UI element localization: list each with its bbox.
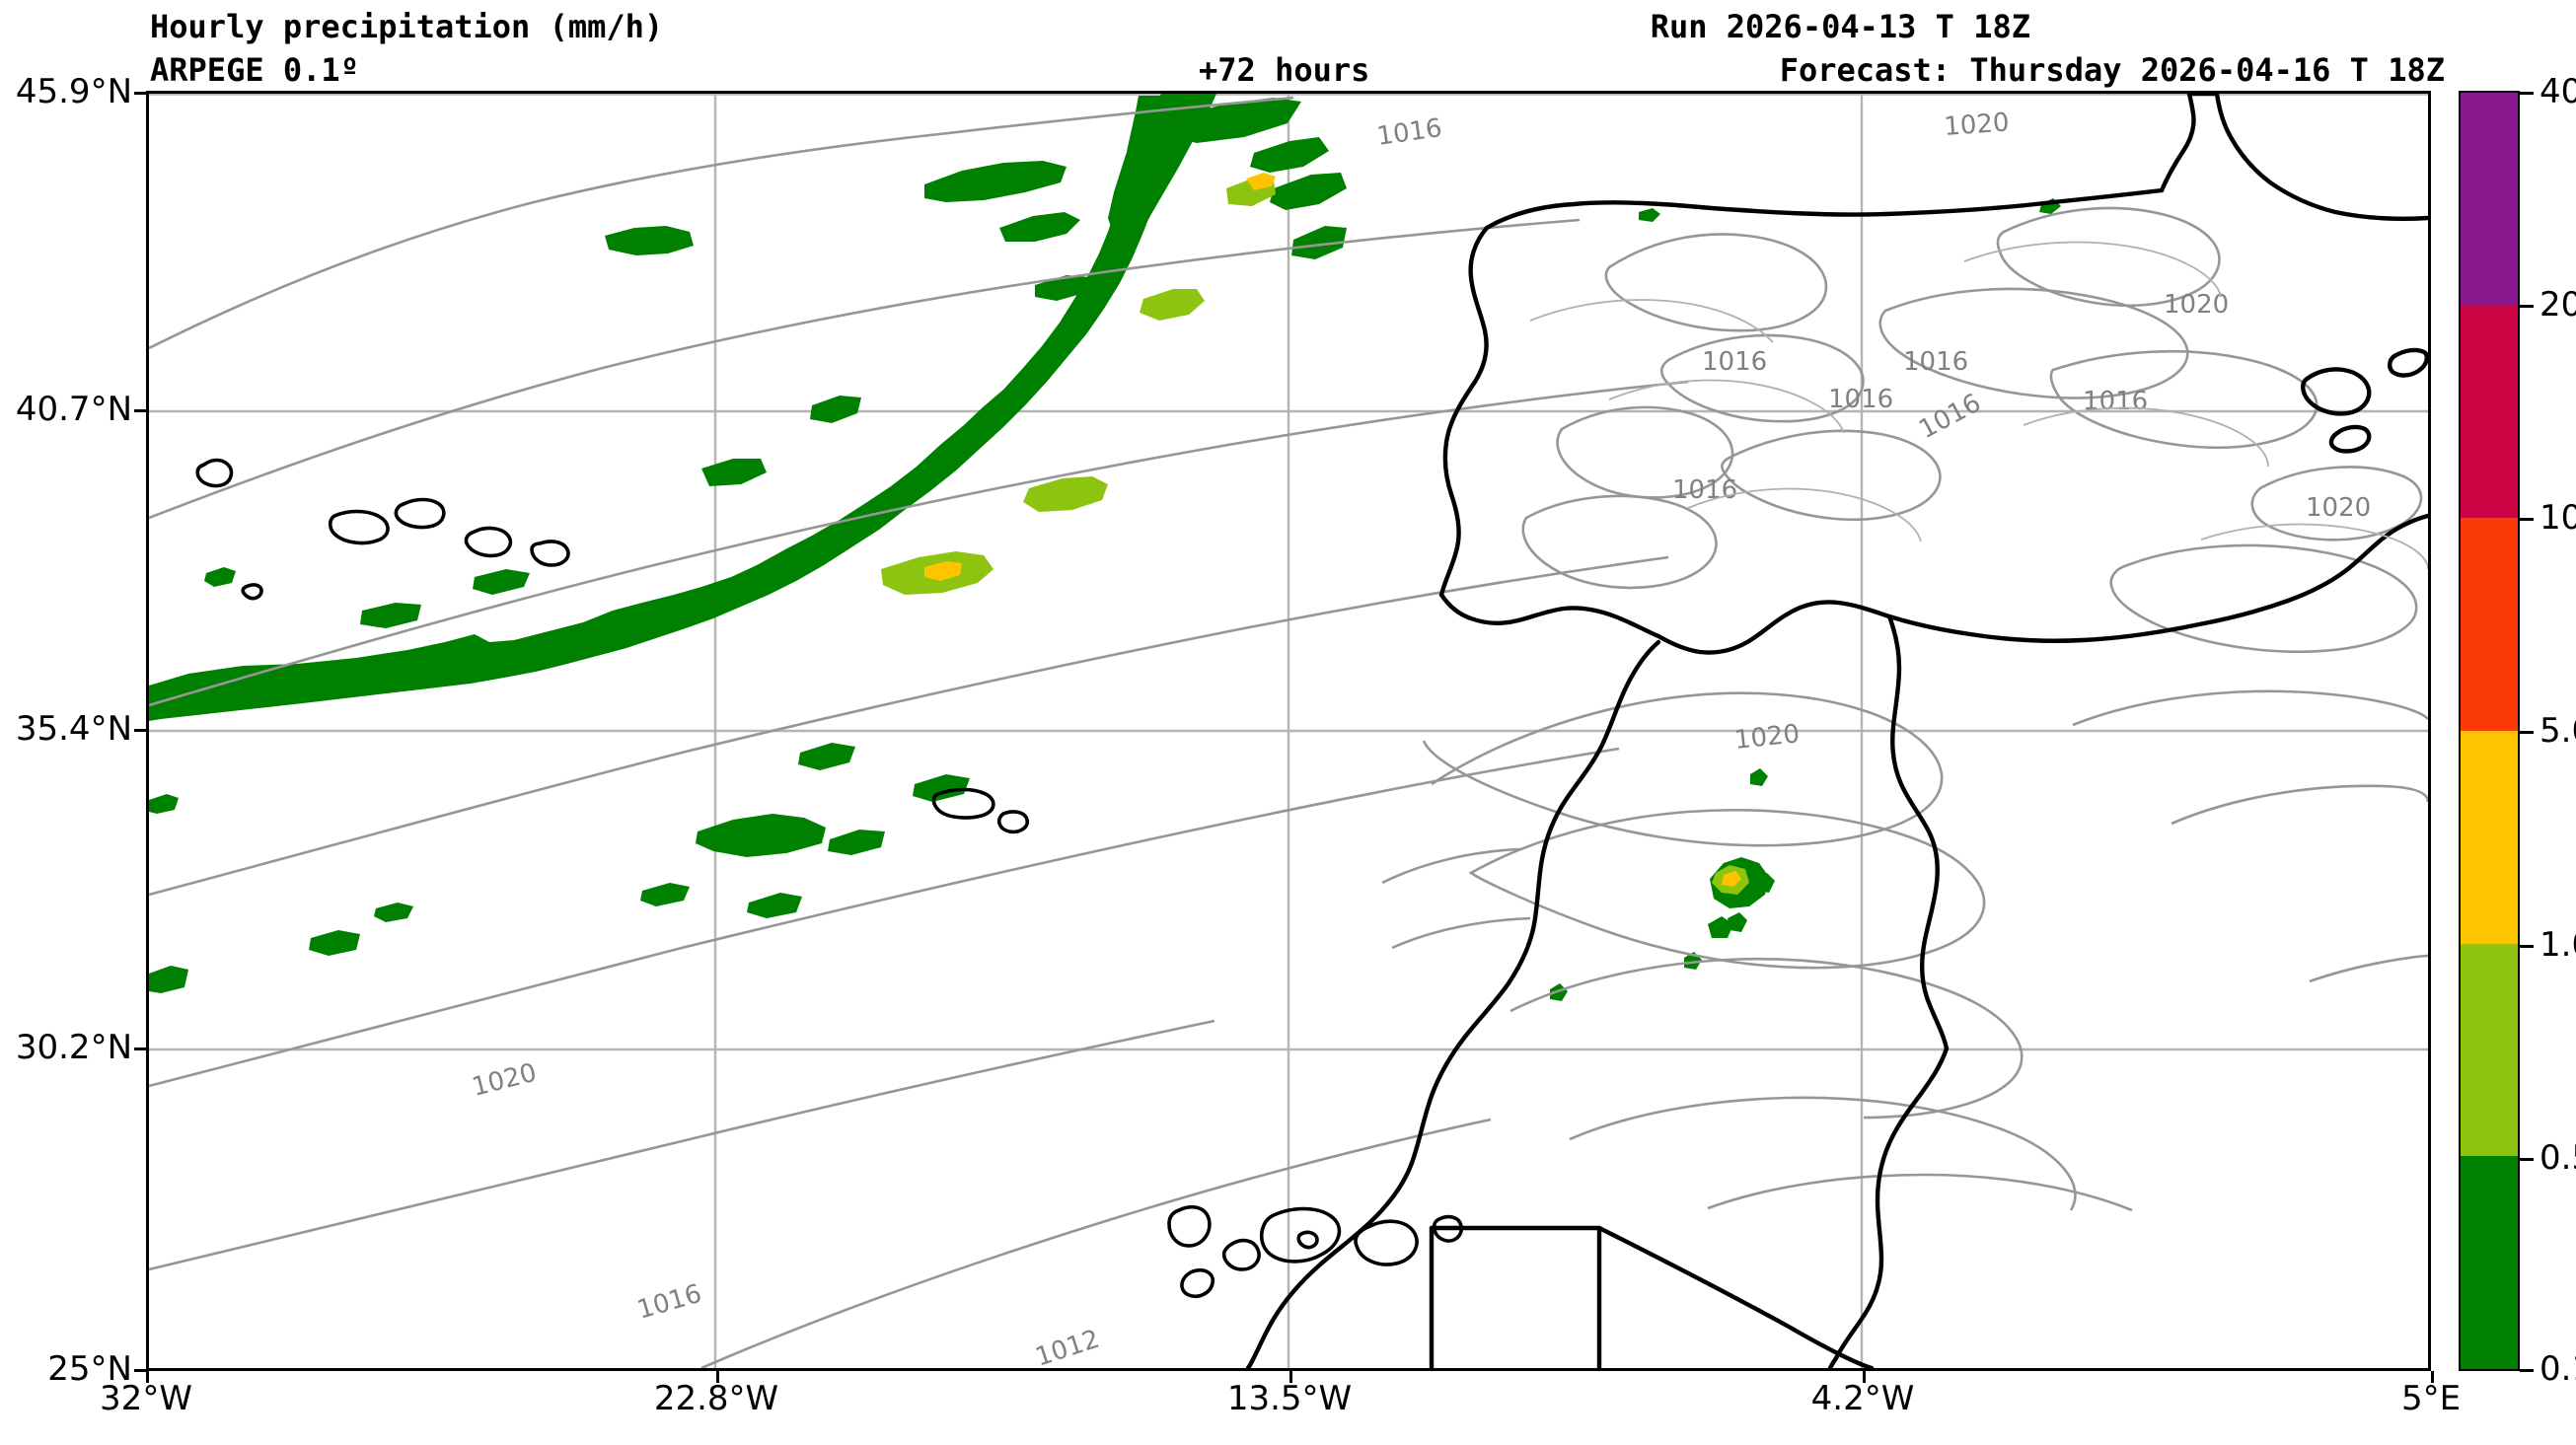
map-vector-layer: 1020 1016 1012 1016 1020 1020 1016 1016 … — [149, 94, 2428, 1368]
isobar-labels: 1020 1016 1012 1016 1020 1020 1016 1016 … — [469, 108, 2371, 1368]
y-tick-label-2: 35.4°N — [15, 709, 132, 749]
x-tick-label-0: 32°W — [100, 1379, 192, 1418]
colorbar-tick-01 — [2520, 1369, 2534, 1372]
colorbar-band-5-10 — [2461, 518, 2518, 731]
colorbar-band-10-20 — [2461, 305, 2518, 519]
y-tick-4 — [134, 1369, 146, 1372]
colorbar-label-40: 40.0 — [2539, 72, 2576, 111]
colorbar-tick-20 — [2520, 305, 2534, 308]
y-tick-label-1: 40.7°N — [15, 390, 132, 429]
model-label: ARPEGE 0.1º — [150, 51, 359, 89]
y-tick-2 — [134, 729, 146, 732]
y-tick-label-3: 30.2°N — [15, 1028, 132, 1067]
map-plot-area: 1020 1016 1012 1016 1020 1020 1016 1016 … — [146, 91, 2431, 1371]
colorbar-band-1-5 — [2461, 730, 2518, 944]
page-title: Hourly precipitation (mm/h) — [150, 8, 664, 45]
colorbar-band-20-40 — [2461, 93, 2518, 306]
colorbar-label-20: 20.0 — [2539, 285, 2576, 325]
coastline-layer — [1245, 94, 2428, 1368]
svg-text:1012: 1012 — [1032, 1325, 1103, 1368]
y-tick-label-4: 25°N — [47, 1349, 132, 1389]
lead-time-label: +72 hours — [1199, 51, 1370, 89]
y-tick-3 — [134, 1048, 146, 1050]
precip-band-high — [924, 173, 1741, 887]
svg-text:1020: 1020 — [1943, 108, 2010, 142]
x-tick-label-3: 4.2°W — [1810, 1379, 1915, 1418]
svg-text:1016: 1016 — [1914, 389, 1986, 446]
colorbar-label-5: 5.0 — [2539, 711, 2576, 751]
colorbar-label-01: 0.1 — [2539, 1349, 2576, 1389]
svg-text:1016: 1016 — [1702, 347, 1767, 377]
x-tick-0 — [146, 1371, 149, 1383]
colorbar-band-05-1 — [2461, 943, 2518, 1157]
svg-text:1020: 1020 — [2306, 493, 2371, 523]
colorbar-tick-05 — [2520, 1158, 2534, 1161]
x-tick-label-2: 13.5°W — [1226, 1379, 1353, 1418]
svg-text:1016: 1016 — [634, 1279, 705, 1326]
svg-text:1020: 1020 — [2164, 290, 2229, 320]
colorbar-label-10: 10.0 — [2539, 498, 2576, 538]
colorbar-tick-40 — [2520, 92, 2534, 95]
colorbar-tick-1 — [2520, 945, 2534, 948]
colorbar-tick-10 — [2520, 518, 2534, 521]
colorbar-label-1: 1.0 — [2539, 925, 2576, 965]
y-tick-label-0: 45.9°N — [15, 72, 132, 111]
x-tick-1 — [716, 1371, 719, 1383]
colorbar-band-01-05 — [2461, 1156, 2518, 1369]
colorbar-tick-5 — [2520, 731, 2534, 734]
svg-text:1016: 1016 — [1903, 347, 1968, 377]
svg-text:1020: 1020 — [469, 1058, 539, 1103]
svg-text:1016: 1016 — [2083, 387, 2148, 416]
x-tick-4 — [2431, 1371, 2434, 1383]
y-tick-1 — [134, 409, 146, 412]
svg-text:1016: 1016 — [1672, 475, 1737, 505]
x-tick-label-4: 5°E — [2400, 1379, 2462, 1418]
colorbar — [2459, 91, 2520, 1371]
x-tick-label-1: 22.8°W — [653, 1379, 779, 1418]
isobar-contours — [149, 96, 2428, 1368]
svg-text:1016: 1016 — [1828, 385, 1893, 414]
precip-band-light — [149, 94, 2061, 1001]
forecast-time-label: Forecast: Thursday 2026-04-16 T 18Z — [1779, 51, 2445, 89]
colorbar-label-05: 0.5 — [2539, 1138, 2576, 1178]
svg-text:1016: 1016 — [1375, 113, 1444, 152]
graticule — [149, 94, 2428, 1368]
x-tick-3 — [1863, 1371, 1866, 1383]
x-tick-2 — [1289, 1371, 1292, 1383]
y-tick-0 — [134, 92, 146, 95]
island-outlines — [195, 458, 1464, 1299]
svg-text:1020: 1020 — [1733, 719, 1802, 756]
map-canvas: 1020 1016 1012 1016 1020 1020 1016 1016 … — [149, 94, 2428, 1368]
terrain-contours — [1529, 241, 2428, 570]
run-time-label: Run 2026-04-13 T 18Z — [1650, 8, 2030, 45]
